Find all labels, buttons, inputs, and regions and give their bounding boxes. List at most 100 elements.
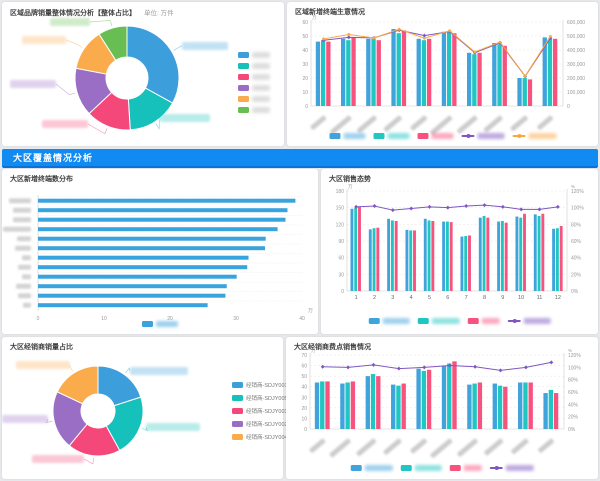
pie-slice[interactable] — [56, 365, 99, 405]
bar[interactable] — [548, 389, 554, 429]
bar[interactable] — [517, 78, 522, 106]
line-marker[interactable] — [549, 360, 554, 365]
legend-item[interactable]: 经销商-SDJY003 — [232, 407, 288, 415]
bar[interactable] — [396, 385, 401, 429]
legend-item[interactable]: 经销商-SDJY004 — [232, 433, 288, 441]
bar[interactable] — [559, 226, 563, 291]
bar[interactable] — [543, 393, 548, 429]
bar[interactable] — [372, 228, 376, 291]
bar[interactable] — [314, 382, 320, 429]
bar[interactable] — [325, 381, 330, 429]
bar[interactable] — [497, 385, 503, 429]
bar[interactable] — [518, 382, 523, 429]
bar[interactable] — [427, 38, 432, 106]
line-marker[interactable] — [498, 368, 503, 373]
bar[interactable] — [390, 220, 394, 291]
bar[interactable] — [555, 228, 559, 291]
line-marker[interactable] — [537, 207, 542, 212]
line-marker[interactable] — [473, 50, 477, 54]
line-marker[interactable] — [346, 35, 351, 40]
bar[interactable] — [468, 235, 471, 291]
bar[interactable] — [486, 217, 490, 291]
bar[interactable] — [320, 40, 326, 107]
bar[interactable] — [466, 52, 472, 106]
bar[interactable] — [416, 38, 421, 106]
line-marker[interactable] — [523, 365, 528, 370]
bar[interactable] — [340, 383, 345, 429]
bar[interactable] — [441, 31, 447, 106]
bar[interactable] — [426, 369, 432, 429]
line-marker[interactable] — [473, 364, 478, 369]
legend-item[interactable] — [350, 465, 393, 471]
bar[interactable] — [528, 382, 533, 429]
hbar[interactable] — [38, 284, 227, 289]
bar[interactable] — [464, 236, 468, 291]
line-marker[interactable] — [523, 74, 527, 78]
legend-item[interactable] — [238, 85, 270, 91]
bar[interactable] — [405, 229, 409, 291]
bar[interactable] — [541, 213, 545, 291]
bar[interactable] — [452, 33, 457, 107]
legend-item[interactable] — [142, 321, 178, 327]
line-marker[interactable] — [320, 364, 325, 369]
bar[interactable] — [553, 393, 559, 429]
line-marker[interactable] — [322, 37, 325, 41]
legend-item[interactable] — [512, 133, 556, 139]
legend-item[interactable] — [417, 318, 460, 324]
legend-item[interactable] — [238, 52, 270, 58]
bar[interactable] — [427, 220, 431, 291]
bar[interactable] — [394, 221, 398, 291]
legend-item[interactable] — [238, 107, 270, 113]
bar[interactable] — [446, 31, 452, 106]
bar[interactable] — [523, 382, 528, 429]
legend-item[interactable] — [238, 96, 270, 102]
legend-item[interactable] — [467, 318, 500, 324]
bar[interactable] — [370, 374, 376, 429]
bar[interactable] — [552, 228, 556, 291]
line-marker[interactable] — [427, 204, 432, 209]
bar[interactable] — [472, 54, 477, 106]
line-marker[interactable] — [555, 204, 560, 209]
bar[interactable] — [502, 45, 507, 106]
bar[interactable] — [467, 384, 472, 429]
bar[interactable] — [515, 216, 519, 291]
legend-item[interactable] — [489, 465, 534, 471]
line-marker[interactable] — [347, 33, 351, 36]
bar[interactable] — [350, 208, 354, 291]
line-marker[interactable] — [464, 204, 469, 208]
legend-item[interactable]: 经销商-SDJY002 — [232, 420, 288, 428]
bar[interactable] — [387, 218, 391, 291]
bar[interactable] — [442, 221, 446, 291]
bar[interactable] — [423, 218, 427, 291]
bar[interactable] — [376, 376, 381, 429]
line-marker[interactable] — [448, 29, 451, 33]
hbar[interactable] — [38, 303, 208, 308]
bar[interactable] — [366, 38, 371, 106]
bar[interactable] — [351, 37, 356, 106]
legend-item[interactable]: 经销商-SDJY001 — [232, 381, 288, 389]
bar[interactable] — [519, 217, 523, 291]
legend-item[interactable] — [373, 133, 409, 139]
hbar[interactable] — [38, 217, 286, 222]
bar[interactable] — [371, 38, 376, 106]
bar[interactable] — [401, 383, 406, 429]
pie-slice[interactable] — [126, 25, 180, 104]
bar[interactable] — [315, 41, 321, 106]
bar[interactable] — [358, 206, 361, 291]
line-marker[interactable] — [549, 35, 552, 38]
line-marker[interactable] — [409, 206, 414, 211]
legend-item[interactable] — [461, 133, 505, 139]
bar[interactable] — [409, 230, 413, 291]
bar[interactable] — [441, 365, 447, 429]
line-marker[interactable] — [422, 365, 427, 370]
bar[interactable] — [452, 361, 457, 429]
line-marker[interactable] — [397, 27, 401, 31]
bar[interactable] — [553, 38, 558, 106]
bar[interactable] — [492, 383, 497, 429]
bar[interactable] — [472, 383, 477, 429]
bar[interactable] — [346, 40, 351, 107]
bar[interactable] — [391, 29, 396, 106]
bar[interactable] — [391, 384, 396, 429]
bar[interactable] — [376, 40, 381, 107]
bar[interactable] — [533, 214, 537, 291]
